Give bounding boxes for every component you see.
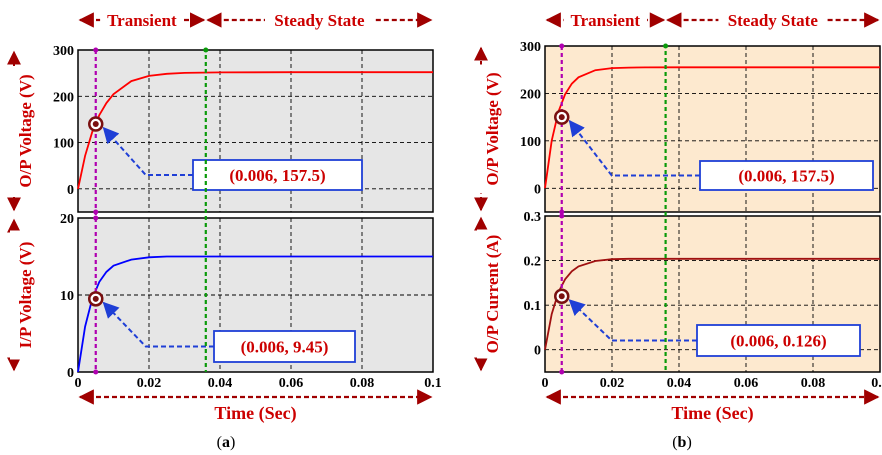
transient-label: Transient	[571, 11, 641, 30]
transient-label: Transient	[107, 11, 177, 30]
plot-frame	[77, 49, 434, 213]
callout-box	[192, 159, 363, 191]
y-tick-label: 0	[534, 344, 541, 359]
x-axis-label: Time (Sec)	[671, 403, 753, 424]
highlight-point-center	[92, 121, 99, 128]
steady-state-label: Steady State	[274, 11, 365, 30]
y-tick-label: 200	[520, 87, 541, 102]
marker-dot	[203, 47, 209, 53]
y-tick-label: 300	[520, 40, 541, 55]
label-backing	[563, 10, 648, 30]
highlight-point-center	[558, 293, 565, 300]
y-tick-label: 100	[520, 135, 541, 150]
label-backing	[265, 10, 374, 30]
y-tick-label: 200	[53, 90, 74, 105]
y-axis-label: O/P Voltage (V)	[16, 74, 35, 187]
x-tick-label: 0.02	[600, 376, 625, 391]
y-tick-label: 300	[53, 44, 74, 59]
callout-box	[213, 330, 356, 363]
y-tick-label: 0	[534, 182, 541, 197]
panel-caption-letter: b	[678, 434, 687, 451]
y-axis-label: O/P Current (A)	[483, 235, 502, 354]
marker-dot	[559, 209, 565, 215]
callout-box	[699, 160, 874, 191]
label-backing	[100, 10, 184, 30]
x-tick-label: 0.04	[208, 376, 233, 391]
y-tick-label: 0.3	[524, 210, 542, 225]
plot-frame	[544, 215, 881, 373]
label-backing	[477, 229, 507, 359]
marker-dot	[559, 43, 565, 49]
callout-label: (0.006, 9.45)	[241, 338, 329, 357]
marker-dot	[93, 215, 99, 221]
callout-label: (0.006, 157.5)	[738, 167, 834, 186]
highlight-point-center	[558, 114, 565, 121]
y-tick-label: 0	[67, 183, 74, 198]
series-line	[544, 66, 880, 189]
plot-frame	[77, 217, 434, 373]
panel-caption: (a)	[217, 434, 236, 451]
plot-frame	[544, 45, 881, 213]
y-tick-label: 10	[60, 289, 74, 304]
x-tick-label: 0.1	[424, 376, 442, 391]
y-tick-label: 100	[53, 137, 74, 152]
x-tick-label: 0.08	[801, 376, 826, 391]
marker-dot	[93, 209, 99, 215]
y-tick-label: 0.1	[524, 299, 542, 314]
callout-label: (0.006, 157.5)	[229, 166, 325, 185]
x-tick-label: 0.06	[279, 376, 304, 391]
label-backing	[477, 64, 507, 194]
panel-caption-letter: a	[222, 434, 230, 451]
x-tick-label: 0	[542, 376, 549, 391]
label-backing	[718, 10, 828, 30]
plot-a-1: 0 100 200 300 O/P Voltage (V) (0.006, 157.5)	[6, 44, 434, 213]
y-axis-label: O/P Voltage (V)	[483, 72, 502, 185]
x-axis-label: Time (Sec)	[214, 403, 296, 424]
x-tick-label: 0	[75, 376, 82, 391]
x-tick-label: 0.04	[667, 376, 692, 391]
label-backing	[10, 230, 40, 360]
y-tick-label: 20	[60, 212, 74, 227]
marker-dot	[93, 47, 99, 53]
callout-arrow	[102, 126, 193, 176]
panel-caption: (b)	[672, 434, 692, 451]
plot-b-1: 0 100 200 300 O/P Voltage (V) (0.006, 157.5)	[474, 40, 881, 213]
x-tick-label: 0.02	[137, 376, 162, 391]
marker-dot	[93, 369, 99, 375]
y-tick-label: 0.2	[524, 255, 542, 270]
callout-label: (0.006, 0.126)	[730, 332, 826, 351]
y-axis-label: I/P Voltage (V)	[16, 242, 35, 349]
y-tick-label: 0	[67, 366, 74, 381]
steady-state-label: Steady State	[728, 11, 819, 30]
x-tick-label: 0.06	[734, 376, 759, 391]
highlight-point-center	[92, 295, 99, 302]
callout-arrow	[568, 299, 697, 342]
callout-arrow	[568, 119, 700, 177]
plot-a-2: 0 10 20 I/P Voltage (V) (0.006, 9.45)	[6, 212, 434, 381]
panel-b: Transient Steady State 0 100 200 300 O/P Volta…	[474, 10, 882, 451]
marker-dot	[663, 43, 669, 49]
x-tick-label: 0.1	[871, 376, 882, 391]
marker-dot	[559, 213, 565, 219]
marker-dot	[559, 369, 565, 375]
label-backing	[10, 66, 40, 196]
callout-arrow	[102, 301, 214, 348]
x-tick-label: 0.08	[350, 376, 375, 391]
plot-b-2: 0 0.1 0.2 0.3 O/P Current (A) (0.006, 0.126)	[474, 210, 881, 373]
callout-box	[696, 324, 861, 357]
